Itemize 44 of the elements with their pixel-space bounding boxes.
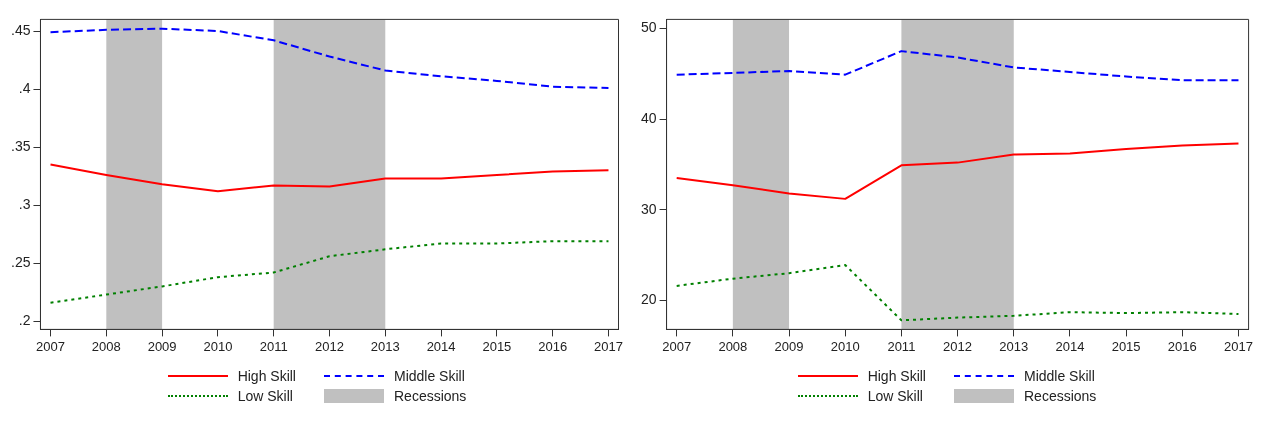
legend-label: Recessions	[1023, 388, 1097, 404]
x-tick-label: 2010	[203, 338, 233, 354]
x-tick-label: 2007	[662, 338, 692, 354]
line-series	[49, 240, 610, 304]
y-tick-label: .2	[18, 312, 31, 329]
x-tick-label: 2015	[1111, 338, 1141, 354]
x-tick-label: 2012	[943, 338, 973, 354]
x-tick-label: 2010	[830, 338, 860, 354]
x-tick-label: 2007	[36, 338, 65, 354]
y-tick-label: 40	[640, 109, 657, 126]
legend-label: High Skill	[867, 368, 926, 384]
x-tick-label: 2013	[999, 338, 1029, 354]
y-tick-label: .35	[10, 137, 31, 154]
legend-label: Low Skill	[237, 388, 293, 404]
x-tick-label: 2016	[538, 338, 568, 354]
legend-label: Recessions	[393, 388, 467, 404]
x-tick-label: 2008	[718, 338, 748, 354]
x-tick-label: 2015	[482, 338, 512, 354]
line-series	[675, 264, 1240, 322]
x-tick-label: 2011	[259, 338, 288, 354]
x-tick-label: 2014	[426, 338, 456, 354]
y-tick-label: 30	[640, 200, 657, 217]
y-tick-label: .4	[18, 79, 31, 96]
x-tick-label: 2013	[370, 338, 400, 354]
y-tick-label: 50	[640, 19, 657, 36]
y-tick-label: .25	[10, 254, 31, 271]
y-tick-label: 20	[640, 291, 657, 308]
x-tick-label: 2017	[1224, 338, 1253, 354]
x-tick-label: 2009	[774, 338, 804, 354]
x-tick-label: 2011	[887, 338, 916, 354]
x-tick-label: 2012	[315, 338, 344, 354]
x-tick-label: 2014	[1055, 338, 1085, 354]
legend-label: Middle Skill	[1023, 368, 1095, 384]
legend-label: High Skill	[237, 368, 296, 384]
legend-label: Middle Skill	[393, 368, 465, 384]
x-tick-label: 2016	[1167, 338, 1197, 354]
x-tick-label: 2009	[147, 338, 177, 354]
x-tick-label: 2008	[91, 338, 121, 354]
legend-label: Low Skill	[867, 388, 923, 404]
line-series	[675, 50, 1240, 82]
x-tick-label: 2017	[594, 338, 623, 354]
y-tick-label: .45	[10, 21, 31, 38]
y-tick-label: .3	[18, 196, 31, 213]
line-series	[49, 27, 610, 89]
